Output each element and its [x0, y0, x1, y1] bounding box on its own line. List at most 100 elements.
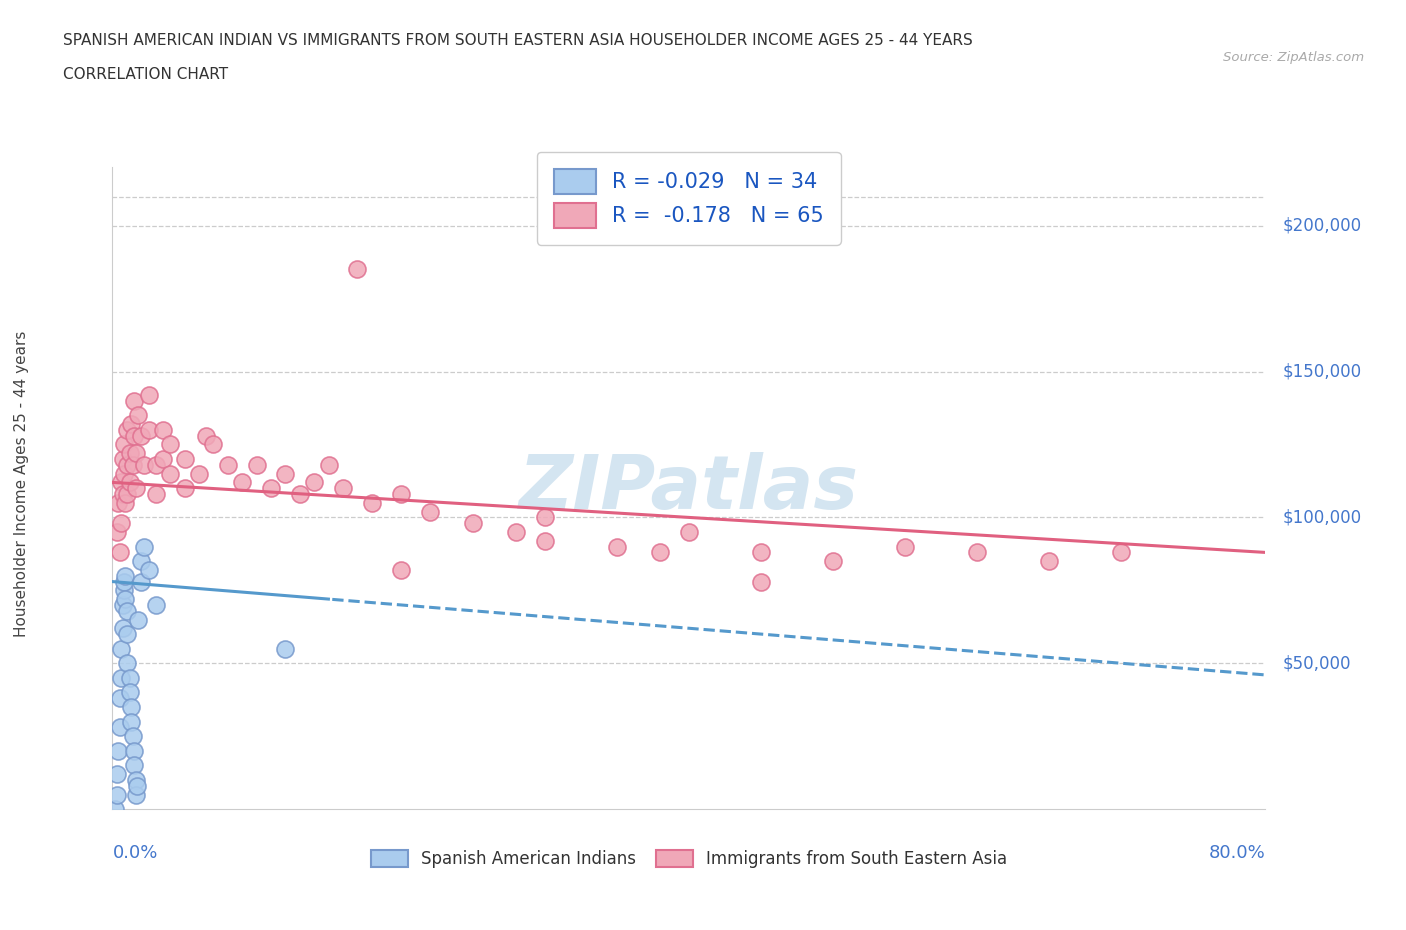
Point — [288, 486, 311, 501]
Point — [125, 778, 148, 793]
Point — [114, 568, 136, 583]
Point — [129, 429, 153, 444]
Point — [127, 612, 149, 627]
Point — [195, 429, 218, 444]
Point — [110, 475, 132, 490]
Point — [111, 452, 134, 467]
Point — [145, 486, 167, 501]
Point — [122, 429, 145, 444]
Point — [202, 437, 225, 452]
Point — [173, 481, 195, 496]
Point — [389, 486, 412, 501]
Point — [173, 452, 195, 467]
Point — [110, 642, 132, 657]
Point — [110, 516, 132, 531]
Point — [245, 458, 267, 472]
Point — [111, 597, 134, 612]
Point — [129, 553, 153, 568]
Text: $50,000: $50,000 — [1282, 655, 1351, 672]
Point — [346, 262, 368, 277]
Point — [112, 466, 135, 481]
Text: CORRELATION CHART: CORRELATION CHART — [63, 67, 228, 82]
Text: $100,000: $100,000 — [1282, 509, 1362, 526]
Point — [129, 574, 153, 589]
Point — [332, 481, 354, 496]
Text: $150,000: $150,000 — [1282, 363, 1362, 380]
Point — [124, 773, 146, 788]
Point — [118, 671, 141, 685]
Point — [111, 621, 134, 636]
Text: $200,000: $200,000 — [1282, 217, 1362, 234]
Text: Source: ZipAtlas.com: Source: ZipAtlas.com — [1223, 51, 1364, 64]
Text: ZIPatlas: ZIPatlas — [519, 452, 859, 525]
Point — [108, 720, 131, 735]
Text: 0.0%: 0.0% — [112, 844, 157, 862]
Point — [749, 545, 772, 560]
Point — [118, 475, 141, 490]
Point — [112, 437, 135, 452]
Point — [115, 422, 138, 437]
Point — [120, 699, 142, 714]
Point — [1038, 553, 1060, 568]
Point — [108, 545, 131, 560]
Point — [360, 496, 382, 511]
Point — [121, 729, 143, 744]
Point — [145, 597, 167, 612]
Point — [138, 422, 160, 437]
Point — [138, 563, 160, 578]
Point — [231, 475, 253, 490]
Point — [112, 583, 135, 598]
Point — [108, 691, 131, 706]
Point — [419, 504, 441, 519]
Point — [188, 466, 211, 481]
Point — [966, 545, 988, 560]
Point — [533, 533, 555, 548]
Point — [122, 393, 145, 408]
Point — [152, 422, 174, 437]
Text: 80.0%: 80.0% — [1209, 844, 1265, 862]
Point — [318, 458, 340, 472]
Text: SPANISH AMERICAN INDIAN VS IMMIGRANTS FROM SOUTH EASTERN ASIA HOUSEHOLDER INCOME: SPANISH AMERICAN INDIAN VS IMMIGRANTS FR… — [63, 33, 973, 47]
Point — [110, 671, 132, 685]
Point — [145, 458, 167, 472]
Point — [678, 525, 700, 539]
Point — [114, 496, 136, 511]
Point — [124, 787, 146, 802]
Point — [115, 604, 138, 618]
Text: Householder Income Ages 25 - 44 years: Householder Income Ages 25 - 44 years — [14, 330, 28, 637]
Point — [648, 545, 672, 560]
Point — [115, 458, 138, 472]
Point — [138, 388, 160, 403]
Point — [821, 553, 844, 568]
Point — [111, 486, 134, 501]
Point — [389, 563, 412, 578]
Point — [1111, 545, 1133, 560]
Point — [115, 656, 138, 671]
Point — [304, 475, 326, 490]
Point — [122, 743, 145, 758]
Point — [134, 539, 156, 554]
Point — [105, 766, 128, 781]
Legend: Spanish American Indians, Immigrants from South Eastern Asia: Spanish American Indians, Immigrants fro… — [364, 844, 1014, 874]
Point — [118, 685, 141, 700]
Point — [122, 758, 145, 773]
Point — [124, 481, 146, 496]
Point — [104, 802, 127, 817]
Point — [606, 539, 628, 554]
Point — [217, 458, 239, 472]
Point — [159, 437, 181, 452]
Point — [121, 458, 143, 472]
Point — [120, 417, 142, 432]
Point — [159, 466, 181, 481]
Point — [114, 591, 136, 606]
Point — [124, 445, 146, 460]
Point — [260, 481, 283, 496]
Point — [115, 486, 138, 501]
Point — [274, 642, 297, 657]
Point — [533, 510, 555, 525]
Point — [461, 516, 484, 531]
Point — [127, 408, 149, 423]
Point — [112, 574, 135, 589]
Point — [107, 743, 129, 758]
Point — [115, 627, 138, 642]
